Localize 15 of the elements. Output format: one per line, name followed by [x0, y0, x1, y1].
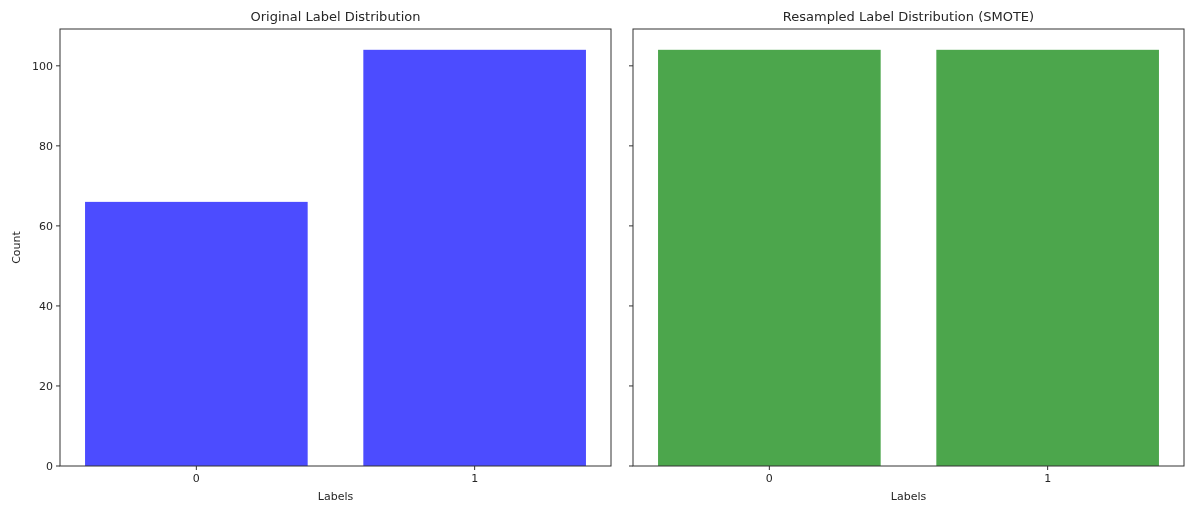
- y-axis-title: Count: [10, 230, 23, 264]
- y-tick-label: 20: [39, 379, 53, 393]
- y-tick-label: 100: [32, 59, 53, 73]
- x-tick-label: 1: [1044, 472, 1052, 485]
- y-tick-label: 80: [39, 139, 53, 153]
- x-axis-title: Labels: [890, 490, 927, 503]
- x-axis-title: Labels: [317, 490, 354, 503]
- y-tick-label: 60: [39, 219, 53, 233]
- y-tick-label: 0: [46, 459, 53, 473]
- x-tick-label: 0: [765, 472, 773, 485]
- chart-title: Resampled Label Distribution (SMOTE): [782, 9, 1035, 24]
- x-tick-label: 1: [471, 472, 479, 485]
- x-tick-label: 0: [192, 472, 200, 485]
- chart-title: Original Label Distribution: [250, 9, 421, 24]
- y-tick-label: 40: [39, 299, 53, 313]
